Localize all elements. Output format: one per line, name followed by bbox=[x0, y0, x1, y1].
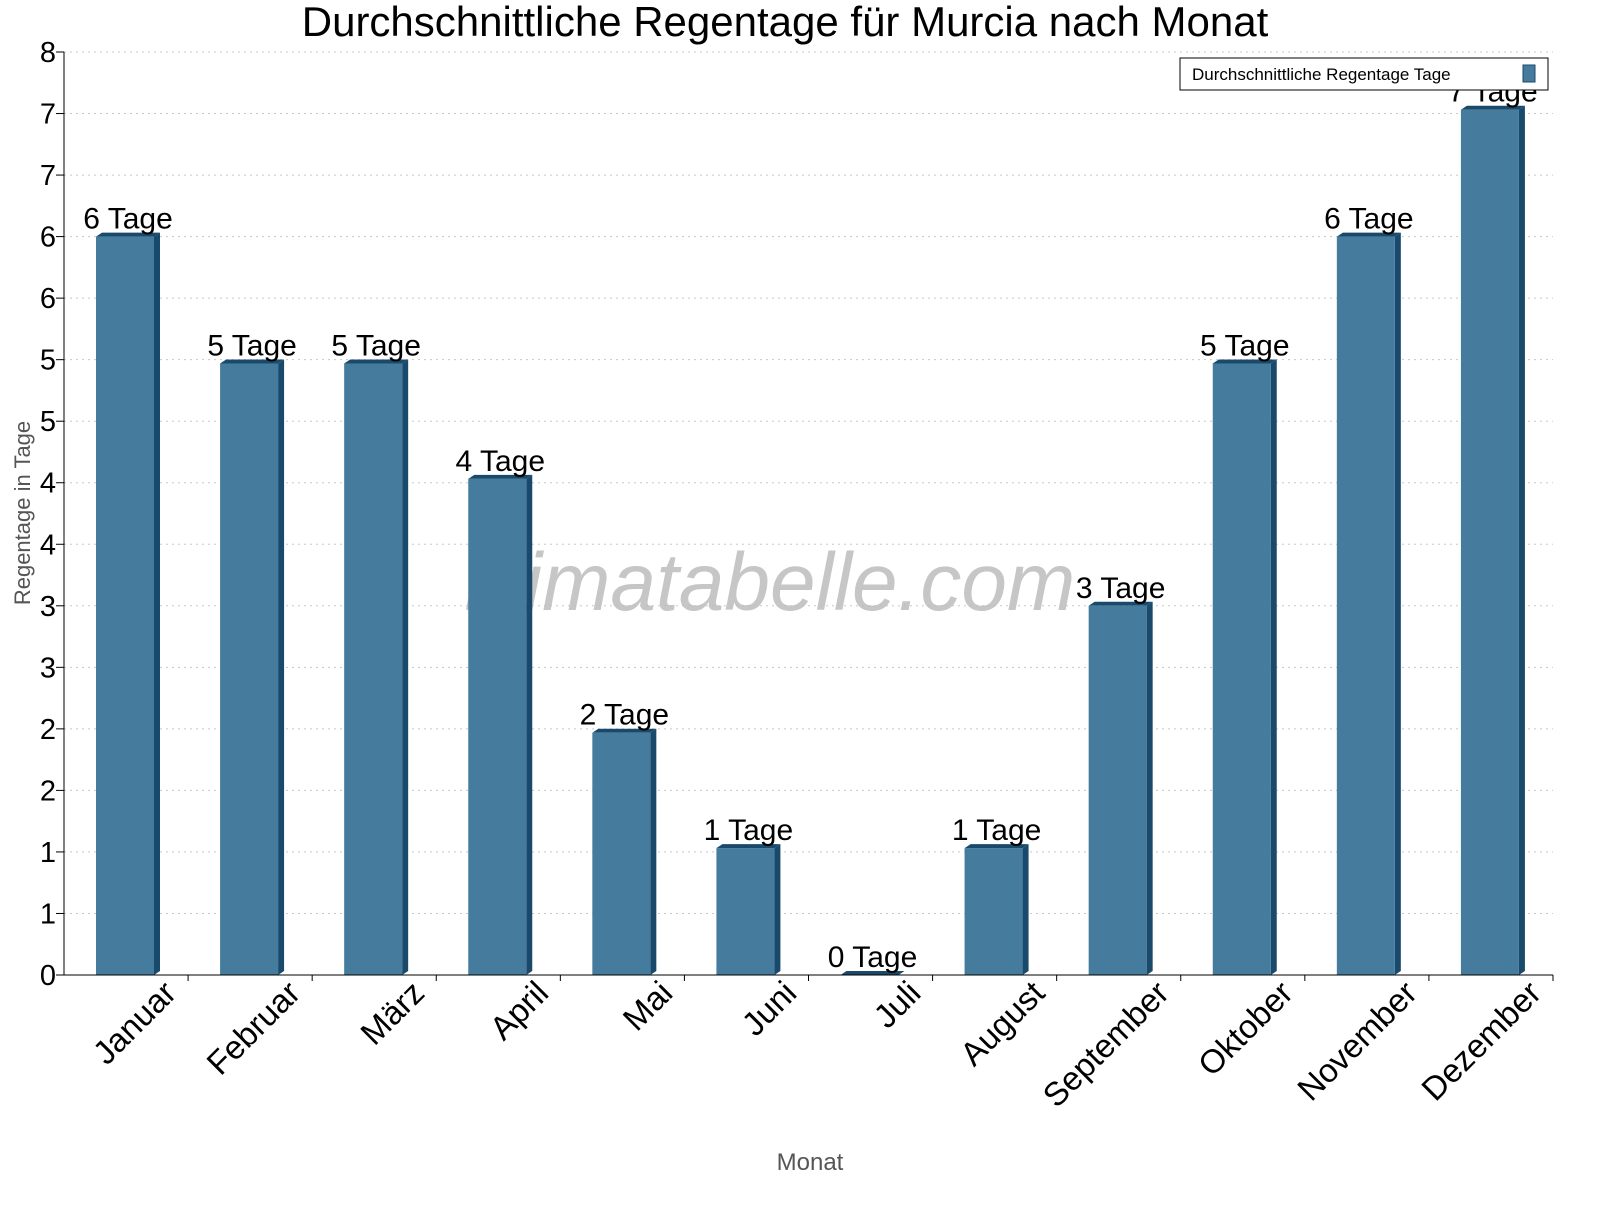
x-tick-label: Dezember bbox=[1414, 974, 1548, 1108]
x-tick-label: Oktober bbox=[1191, 974, 1300, 1083]
y-tick-label: 3 bbox=[40, 652, 56, 684]
watermark: klimatabelle.com bbox=[465, 537, 1076, 628]
bar bbox=[964, 848, 1023, 975]
data-label: 6 Tage bbox=[1324, 203, 1414, 236]
bar-top bbox=[96, 232, 160, 237]
bar-top bbox=[592, 728, 657, 733]
bar-top bbox=[468, 474, 533, 479]
y-tick-label: 3 bbox=[40, 591, 56, 623]
bar-side bbox=[774, 844, 781, 975]
bar-top bbox=[964, 844, 1029, 849]
bar bbox=[1212, 363, 1271, 975]
bar bbox=[1088, 605, 1147, 975]
x-tick-label: Mai bbox=[616, 974, 680, 1038]
y-tick-label: 7 bbox=[40, 99, 56, 131]
bar bbox=[716, 848, 775, 975]
bar bbox=[1336, 236, 1395, 976]
y-axis-label: Regentage in Tage bbox=[10, 421, 35, 605]
data-label: 0 Tage bbox=[828, 941, 918, 974]
bar-top bbox=[1212, 359, 1277, 364]
gridlines bbox=[64, 51, 1553, 914]
bar-side bbox=[402, 359, 409, 975]
bar-side bbox=[1022, 844, 1029, 975]
bar-side bbox=[1518, 105, 1525, 975]
bar-top bbox=[1460, 105, 1525, 110]
bar bbox=[96, 236, 154, 976]
bar-side bbox=[278, 359, 285, 975]
bar bbox=[344, 363, 403, 975]
x-axis-label: Monat bbox=[777, 1149, 844, 1176]
data-label: 1 Tage bbox=[952, 814, 1042, 847]
bar bbox=[468, 478, 527, 975]
data-label: 6 Tage bbox=[83, 203, 173, 236]
y-tick-label: 1 bbox=[40, 898, 56, 930]
data-label: 1 Tage bbox=[704, 814, 794, 847]
bar-side bbox=[526, 474, 533, 975]
bar bbox=[1460, 109, 1519, 975]
x-tick-label: Juni bbox=[734, 974, 803, 1043]
x-tick-label: August bbox=[953, 974, 1052, 1073]
bar-side bbox=[1270, 359, 1277, 975]
data-label: 2 Tage bbox=[580, 699, 670, 732]
bar-top bbox=[1336, 232, 1401, 237]
bar bbox=[592, 732, 651, 975]
bar-top bbox=[1088, 601, 1153, 606]
y-tick-label: 6 bbox=[40, 222, 56, 254]
x-tick-label: November bbox=[1290, 974, 1424, 1108]
bar-top bbox=[220, 359, 285, 364]
legend: Durchschnittliche Regentage Tage bbox=[1179, 57, 1549, 91]
bar bbox=[220, 363, 279, 975]
x-tick-label: September bbox=[1035, 974, 1175, 1114]
data-label: 3 Tage bbox=[1076, 572, 1166, 605]
data-label: 5 Tage bbox=[331, 330, 421, 363]
y-tick-label: 1 bbox=[40, 837, 56, 869]
bar-side bbox=[154, 232, 160, 976]
legend-label: Durchschnittliche Regentage Tage bbox=[1192, 65, 1451, 84]
bar-side bbox=[1146, 601, 1153, 975]
x-tick-label: Juli bbox=[866, 974, 927, 1035]
y-tick-label: 4 bbox=[40, 529, 56, 561]
x-tick-label: April bbox=[482, 974, 555, 1047]
y-tick-label: 2 bbox=[40, 775, 56, 807]
data-label: 5 Tage bbox=[1200, 330, 1290, 363]
legend-swatch bbox=[1522, 64, 1536, 83]
y-tick-label: 6 bbox=[40, 283, 56, 315]
y-tick-label: 7 bbox=[40, 160, 56, 192]
data-label: 4 Tage bbox=[455, 445, 545, 478]
y-tick-label: 0 bbox=[40, 960, 56, 992]
y-tick-label: 5 bbox=[40, 406, 56, 438]
y-tick-label: 2 bbox=[40, 714, 56, 746]
y-tick-label: 4 bbox=[40, 468, 56, 500]
bar-top bbox=[840, 971, 905, 975]
bars: 6 Tage 5 Tage 5 Tage 4 Tage 2 Tage 1 Tage 0 Ta… bbox=[83, 76, 1538, 976]
bar-side bbox=[650, 728, 657, 975]
data-label: 5 Tage bbox=[207, 330, 297, 363]
bar-top bbox=[344, 359, 409, 364]
chart-title: Durchschnittliche Regentage für Murcia n… bbox=[302, 0, 1269, 45]
x-tick-label: Februar bbox=[199, 974, 307, 1082]
bar-top bbox=[716, 844, 781, 849]
x-tick-label: März bbox=[353, 974, 431, 1052]
y-tick-label: 8 bbox=[40, 37, 56, 69]
y-tick-label: 5 bbox=[40, 345, 56, 377]
x-tick-label: Januar bbox=[86, 974, 184, 1072]
bar-side bbox=[1394, 232, 1401, 976]
